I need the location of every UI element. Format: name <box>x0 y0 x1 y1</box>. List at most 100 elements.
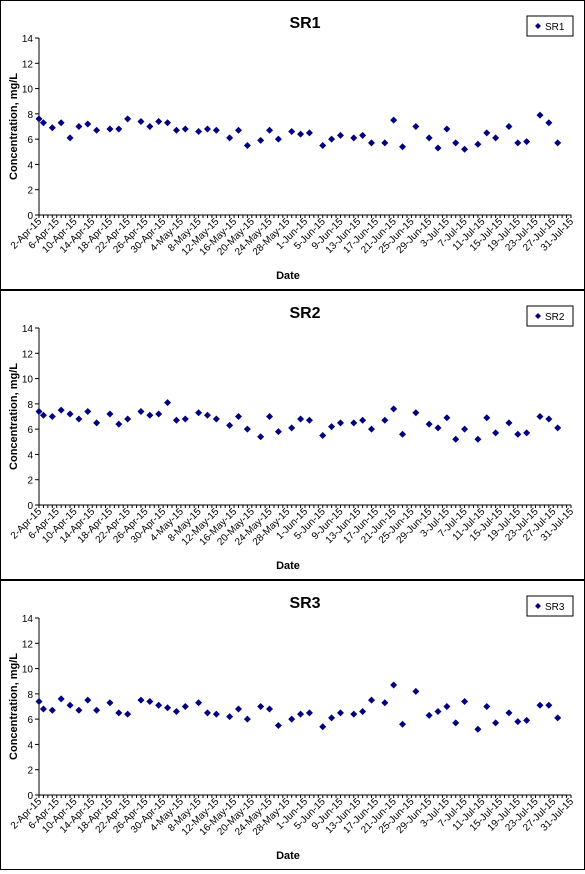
y-tick-label: 6 <box>27 425 33 436</box>
data-point <box>381 139 389 147</box>
data-point <box>505 419 513 427</box>
data-point <box>124 415 132 423</box>
legend-box <box>526 305 574 327</box>
y-tick-label: 2 <box>27 766 33 777</box>
y-tick-label: 10 <box>22 665 34 676</box>
data-point <box>274 721 282 729</box>
data-point <box>146 411 154 419</box>
data-point <box>536 111 544 119</box>
data-point <box>554 139 562 147</box>
data-point <box>336 419 344 427</box>
legend-label: SR1 <box>545 22 565 33</box>
chart-title: SR2 <box>289 305 320 322</box>
data-point <box>164 399 172 407</box>
data-point <box>443 414 451 422</box>
y-tick-label: 12 <box>22 59 34 70</box>
data-point <box>172 126 180 134</box>
data-point <box>443 125 451 133</box>
data-point <box>474 435 482 443</box>
data-point <box>452 435 460 443</box>
x-axis-title: Date <box>276 850 300 862</box>
y-tick-label: 8 <box>27 400 33 411</box>
data-point <box>235 705 242 713</box>
data-point <box>155 701 163 709</box>
data-point <box>48 706 56 714</box>
data-point <box>226 713 234 721</box>
data-point <box>350 419 358 427</box>
data-point <box>172 416 180 424</box>
data-point <box>288 128 296 136</box>
data-point <box>359 416 367 424</box>
data-point <box>554 714 562 722</box>
data-point <box>75 123 83 130</box>
chart-panel-sr3: SR3 0 2 4 6 8 10 12 14 2-Apr-15 6-Apr-15 10-Apr-15 1… <box>0 580 585 870</box>
data-point <box>523 716 531 724</box>
data-point <box>514 718 522 726</box>
data-point <box>93 419 101 427</box>
data-point <box>483 414 491 422</box>
data-point <box>203 125 211 133</box>
y-tick-label: 2 <box>27 186 33 197</box>
data-point <box>66 410 74 418</box>
data-point <box>412 409 420 417</box>
data-point <box>172 708 180 716</box>
legend-label: SR2 <box>545 312 565 323</box>
data-point <box>305 709 313 717</box>
data-point <box>266 413 274 420</box>
y-tick-label: 8 <box>27 110 33 121</box>
data-point <box>461 425 469 433</box>
data-point <box>328 714 336 722</box>
data-point <box>257 703 265 710</box>
data-point <box>399 720 407 728</box>
data-point <box>195 699 203 707</box>
data-point <box>390 116 398 124</box>
legend: SR1 <box>526 15 574 37</box>
data-point <box>57 119 65 127</box>
data-point <box>226 421 234 429</box>
y-tick-label: 14 <box>22 614 34 625</box>
data-point <box>66 134 74 142</box>
data-point <box>274 428 282 436</box>
data-point <box>57 406 65 414</box>
data-point <box>359 131 367 139</box>
data-point <box>115 709 123 717</box>
data-point <box>368 696 375 704</box>
data-point <box>474 725 482 733</box>
data-point <box>115 125 123 133</box>
data-point <box>474 140 482 148</box>
data-point <box>124 115 132 123</box>
data-point <box>155 410 163 418</box>
data-point <box>434 708 442 716</box>
data-point <box>523 138 531 146</box>
legend-marker <box>535 603 541 609</box>
data-point <box>75 415 83 423</box>
data-point <box>505 123 513 130</box>
y-tick-label: 12 <box>22 639 34 650</box>
data-point <box>319 141 327 149</box>
legend-box <box>526 595 574 617</box>
data-point <box>483 703 491 710</box>
data-point <box>75 706 83 714</box>
x-axis-title: Date <box>276 270 300 282</box>
y-tick-label: 0 <box>27 211 33 222</box>
data-point <box>390 405 398 413</box>
data-point <box>203 709 211 717</box>
data-point <box>425 134 433 142</box>
data-point <box>115 420 123 428</box>
data-point <box>328 135 336 143</box>
y-tick-label: 2 <box>27 476 33 487</box>
data-point <box>181 125 189 133</box>
data-point <box>226 134 234 142</box>
data-point <box>39 119 47 127</box>
chart-title: SR3 <box>289 595 320 612</box>
data-point <box>39 705 47 713</box>
y-tick-label: 0 <box>27 791 33 802</box>
y-tick-label: 6 <box>27 135 33 146</box>
y-tick-label: 14 <box>22 34 34 45</box>
data-point <box>243 715 251 723</box>
data-point <box>212 710 220 718</box>
y-tick-label: 10 <box>22 85 34 96</box>
data-point <box>412 687 420 695</box>
data-point <box>243 425 251 433</box>
data-point <box>137 696 145 704</box>
